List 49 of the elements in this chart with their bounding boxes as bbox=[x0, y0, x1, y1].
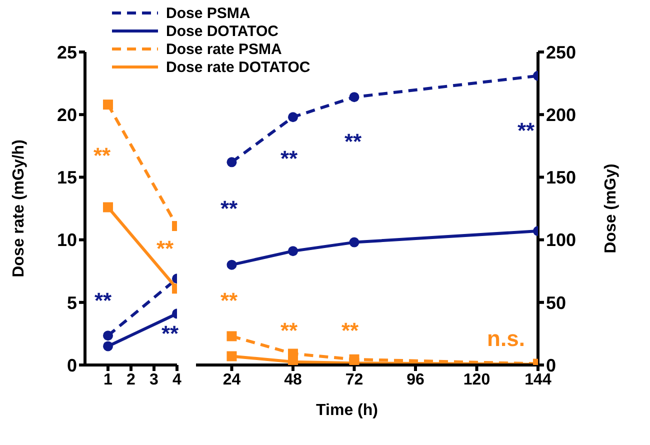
point bbox=[226, 351, 237, 362]
point bbox=[226, 331, 237, 342]
legend-label: Dose rate DOTATOC bbox=[166, 58, 310, 76]
y2-tick-label: 50 bbox=[546, 292, 566, 313]
x-tick-label: 24 bbox=[222, 371, 241, 388]
x-tick-label: 48 bbox=[284, 371, 302, 388]
point bbox=[226, 157, 237, 168]
point bbox=[349, 92, 360, 102]
x-tick-label: 4 bbox=[172, 371, 182, 388]
y-tick-label: 15 bbox=[56, 168, 77, 188]
annotation: ** bbox=[220, 288, 238, 313]
x-tick-label: 144 bbox=[524, 371, 552, 388]
x-tick-label: 2 bbox=[126, 371, 136, 388]
annotation: ** bbox=[94, 288, 112, 313]
x-tick-label: 1 bbox=[104, 371, 113, 388]
x-tick-label: 96 bbox=[406, 371, 424, 388]
x-tick-label: 120 bbox=[463, 371, 490, 388]
x-tick-label: 3 bbox=[150, 371, 159, 388]
point bbox=[288, 112, 298, 122]
y2-tick-label: 150 bbox=[546, 168, 576, 188]
y2-axis-title: Dose (mGy) bbox=[602, 164, 620, 254]
y-tick-label: 20 bbox=[56, 104, 77, 125]
legend-label: Dose DOTATOC bbox=[166, 22, 279, 40]
annotation: ** bbox=[156, 236, 174, 261]
annotation: ** bbox=[280, 146, 298, 171]
annotation: ** bbox=[280, 318, 298, 343]
y-tick-label: 5 bbox=[66, 292, 77, 313]
annotation: n.s. bbox=[487, 326, 525, 351]
annotation: ** bbox=[220, 196, 238, 221]
y2-tick-label: 200 bbox=[546, 104, 576, 125]
annotation: ** bbox=[93, 143, 111, 168]
annotation: ** bbox=[161, 321, 179, 346]
x-axis-title: Time (h) bbox=[316, 402, 378, 419]
annotation: ** bbox=[517, 118, 535, 143]
y2-tick-label: 100 bbox=[546, 230, 576, 250]
y-tick-label: 25 bbox=[56, 42, 77, 62]
y-tick-label: 10 bbox=[56, 230, 77, 250]
legend-label: Dose rate PSMA bbox=[166, 40, 282, 58]
point bbox=[288, 356, 298, 365]
point bbox=[226, 260, 237, 270]
y-tick-label: 0 bbox=[66, 355, 77, 376]
x-tick-label: 72 bbox=[345, 371, 364, 388]
point bbox=[349, 237, 360, 248]
annotation: ** bbox=[341, 318, 359, 343]
annotation: ** bbox=[344, 129, 362, 154]
y-axis-title: Dose rate (mGy/h) bbox=[10, 140, 28, 278]
point bbox=[288, 246, 298, 256]
y2-tick-label: 250 bbox=[546, 42, 576, 62]
legend-label: Dose PSMA bbox=[166, 4, 250, 22]
